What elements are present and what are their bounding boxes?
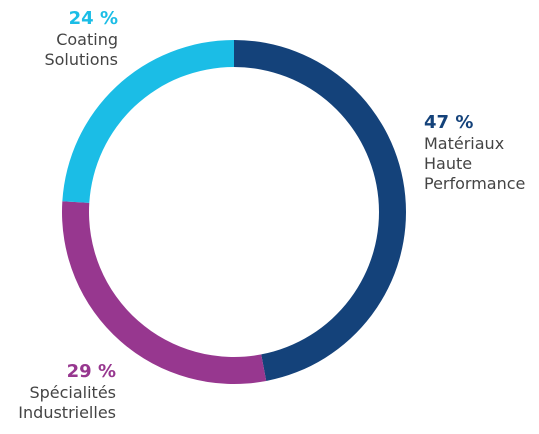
category-label: Matériaux Haute Performance bbox=[424, 134, 526, 193]
value-label: 47 % bbox=[424, 112, 474, 133]
donut-segment bbox=[234, 40, 407, 381]
label-group: 24 % Coating Solutions bbox=[0, 8, 118, 70]
value-label: 29 % bbox=[66, 361, 116, 382]
label-group: 47 % Matériaux Haute Performance bbox=[424, 112, 539, 194]
category-label: Coating Solutions bbox=[44, 30, 118, 69]
category-label: Spécialités Industrielles bbox=[18, 383, 116, 422]
value-label: 24 % bbox=[68, 8, 118, 29]
donut-segment bbox=[61, 201, 267, 384]
label-group: 29 % Spécialités Industrielles bbox=[0, 361, 116, 423]
donut-segment bbox=[62, 40, 234, 203]
